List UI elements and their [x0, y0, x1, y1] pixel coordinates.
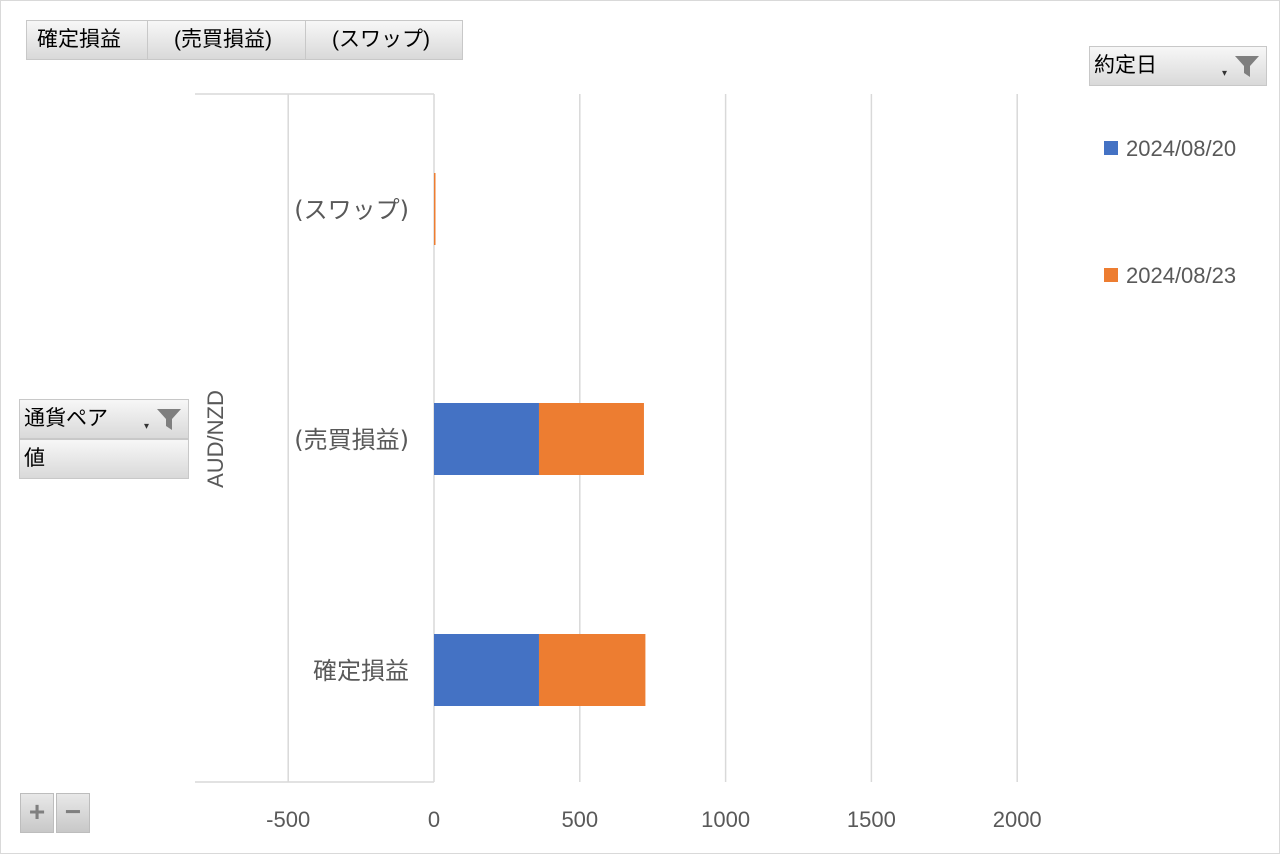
legend-swatch: [1104, 268, 1118, 283]
filter-icon: [1235, 56, 1259, 77]
x-tick-label: -500: [266, 807, 310, 832]
dropdown-arrow-icon: ▾: [1222, 68, 1228, 79]
dropdown-arrow-icon: ▾: [144, 421, 150, 432]
category-label: (売買損益): [294, 426, 409, 454]
x-tick-label: 0: [428, 807, 440, 832]
bar-2024/08/20: [434, 634, 539, 706]
legend-field-button[interactable]: 約定日 ▾: [1089, 46, 1267, 86]
bar-2024/08/23: [434, 173, 436, 245]
x-tick-label: 1000: [701, 807, 750, 832]
legend-label: 2024/08/20: [1126, 136, 1237, 161]
legend-item: 2024/08/20: [1104, 136, 1236, 162]
category-label: (スワップ): [294, 196, 409, 224]
value-field-button-realized[interactable]: 確定損益: [26, 20, 148, 60]
collapse-field-button[interactable]: −: [56, 793, 90, 833]
x-tick-label: 1500: [847, 807, 896, 832]
axis-field-button[interactable]: 通貨ペア ▾: [19, 399, 189, 439]
value-field-button-swap[interactable]: (スワップ): [305, 20, 463, 60]
legend-label: 2024/08/23: [1126, 263, 1237, 288]
value-field-button-trade-pl[interactable]: (売買損益): [147, 20, 306, 60]
group-label: AUD/NZD: [203, 390, 228, 488]
filter-icon: [157, 409, 181, 430]
bars: [434, 173, 646, 706]
category-label: 確定損益: [313, 657, 409, 685]
values-field-button[interactable]: 値: [19, 439, 189, 479]
expand-field-button[interactable]: +: [20, 793, 54, 833]
legend-field-label: 約定日: [1094, 54, 1157, 77]
x-tick-label: 500: [561, 807, 598, 832]
bar-2024/08/23: [538, 403, 644, 475]
legend-item: 2024/08/23: [1104, 263, 1236, 289]
axis-labels: -500 0 500 1000 1500 2000 (スワップ) (売買損益) 確定損益 AUD/…: [203, 196, 1042, 832]
x-tick-label: 2000: [993, 807, 1042, 832]
bar-2024/08/20: [434, 403, 539, 475]
legend-swatch: [1104, 141, 1118, 156]
axis-field-label: 通貨ペア: [24, 407, 108, 430]
bar-2024/08/23: [538, 634, 646, 706]
